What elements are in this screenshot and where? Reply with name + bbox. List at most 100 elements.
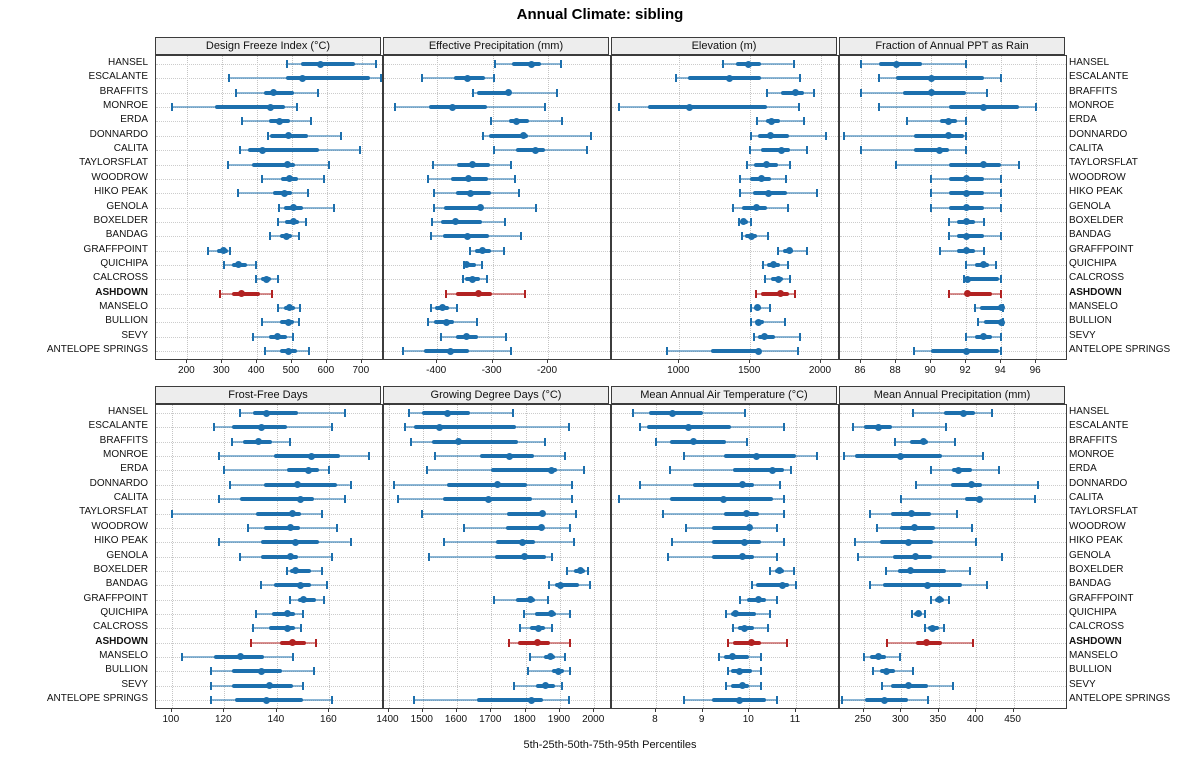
whisker-cap [930,466,933,475]
station-label: WOODROW [1069,520,1126,532]
station-label: ASHDOWN [95,635,148,647]
station-label: GRAFFPOINT [1069,243,1134,255]
whisker-cap [469,246,472,255]
whisker-cap [929,595,932,604]
station-label: GRAFFPOINT [83,592,148,604]
whisker-5-95 [843,134,967,137]
whisker-cap [930,203,933,212]
median-dot [912,553,920,560]
median-dot [462,261,470,269]
whisker-cap [975,538,978,547]
median-dot [266,103,274,111]
whisker-cap [327,160,330,169]
station-label: ANTELOPE SPRINGS [46,344,148,355]
whisker-cap [170,103,173,111]
whisker-cap [475,318,478,327]
median-dot [447,347,454,355]
median-dot [753,204,760,211]
whisker-cap [750,303,753,312]
box-25-75 [913,133,965,138]
whisker-cap [776,595,779,604]
median-dot [980,103,988,111]
station-label: SEVY [1069,678,1096,690]
horizontal-gridline [612,336,838,338]
axis-tick-label: 450 [1004,714,1021,725]
whisker-cap [860,88,862,97]
whisker-cap [947,595,950,604]
median-dot [767,132,775,140]
box-25-75 [496,540,535,545]
whisker-cap [572,538,575,547]
whisker-cap [783,318,786,327]
horizontal-gridline [612,150,838,152]
whisker-cap [668,466,671,475]
whisker-cap [481,131,484,140]
whisker-cap [420,509,423,518]
whisker-5-95 [861,149,967,152]
whisker-cap [965,117,968,126]
axis-tick-label: 96 [1029,365,1041,376]
horizontal-gridline [612,92,838,94]
box-25-75 [669,439,726,444]
horizontal-gridline [612,599,838,601]
whisker-cap [769,303,771,312]
station-label: BULLION [1069,315,1112,327]
median-dot [741,538,749,546]
median-dot [874,653,882,661]
box-25-75 [710,349,760,353]
whisker-cap [228,480,231,489]
median-dot [962,218,970,226]
axis-tick [275,708,277,712]
whisker-cap [661,509,664,518]
box-25-75 [413,425,516,430]
whisker-cap [760,652,762,661]
whisker-cap [1000,275,1003,284]
whisker-cap [569,523,572,532]
axis-tick-label: 1500 [738,365,761,376]
box-25-75 [983,320,1002,325]
panel-plot [839,55,1067,360]
whisker-cap [760,681,762,690]
axis-tick [524,708,526,712]
horizontal-gridline [612,570,838,572]
whisker-cap [544,103,547,111]
whisker-cap [254,609,257,618]
axis-tick-label: 300 [212,365,230,376]
station-label: HIKO PEAK [94,535,148,547]
station-label: SEVY [1069,329,1096,341]
median-dot [297,581,304,589]
whisker-cap [682,696,685,704]
axis-tick [900,708,902,712]
station-label: ERDA [1069,463,1097,475]
station-label: GENOLA [1069,200,1111,212]
whisker-cap [445,289,447,298]
whisker-cap [798,103,801,111]
whisker-cap [238,146,241,155]
whisker-cap [910,609,913,618]
whisker-cap [743,409,746,417]
horizontal-gridline [384,671,610,673]
whisker-cap [298,232,301,241]
whisker-cap [682,452,685,460]
whisker-cap [767,232,769,241]
median-dot [527,60,535,68]
station-label: MONROE [103,100,148,112]
median-dot [531,146,539,154]
whisker-cap [666,552,669,561]
median-dot [275,117,283,125]
whisker-cap [877,74,880,83]
whisker-cap [586,146,589,155]
whisker-cap [769,566,772,575]
whisker-cap [955,509,958,518]
box-25-75 [554,583,580,588]
whisker-cap [954,437,957,446]
box-25-75 [232,669,283,674]
horizontal-gridline [612,642,838,644]
whisker-cap [767,624,769,633]
median-dot [466,189,474,197]
whisker-cap [982,246,985,255]
whisker-cap [432,189,435,198]
whisker-cap [965,131,968,140]
median-dot [920,438,928,446]
median-dot [689,438,697,446]
